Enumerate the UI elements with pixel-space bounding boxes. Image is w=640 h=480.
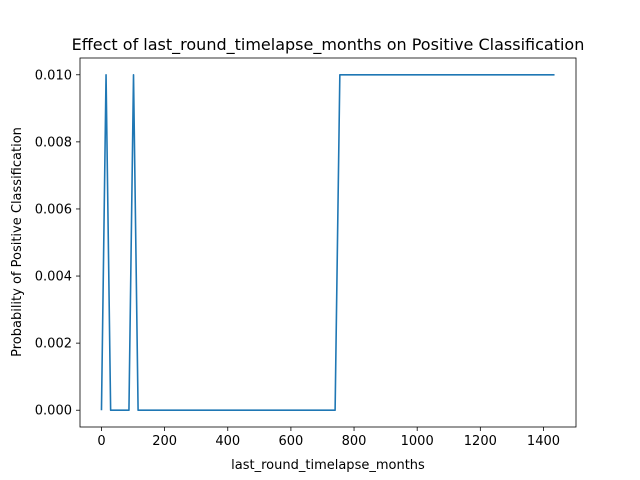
series-line	[100, 73, 555, 412]
y-tick-label: 0.010	[35, 68, 72, 83]
x-tick-label: 0	[97, 434, 105, 449]
plot-frame	[79, 57, 577, 428]
x-axis: 0 200 400 600 800 1000 1200 1400	[97, 427, 560, 449]
x-tick-label: 1200	[464, 434, 497, 449]
plot-area	[79, 57, 577, 428]
y-tick-label: 0.008	[35, 135, 72, 150]
x-tick-label: 600	[278, 434, 303, 449]
x-axis-title: last_round_timelapse_months	[231, 458, 425, 473]
y-axis: 0.000 0.002 0.004 0.006 0.008 0.010	[35, 68, 80, 419]
x-tick-label: 1000	[401, 434, 434, 449]
x-tick-label: 800	[342, 434, 367, 449]
x-tick-label: 200	[152, 434, 177, 449]
series-layer	[100, 73, 555, 412]
x-tick-label: 1400	[527, 434, 560, 449]
chart-title: Effect of last_round_timelapse_months on…	[72, 35, 585, 55]
y-tick-label: 0.006	[35, 202, 72, 217]
y-tick-label: 0.002	[35, 337, 72, 352]
y-axis-title: Probability of Positive Classification	[10, 127, 25, 357]
y-tick-label: 0.000	[35, 404, 72, 419]
y-tick-label: 0.004	[35, 270, 72, 285]
x-tick-label: 400	[215, 434, 240, 449]
